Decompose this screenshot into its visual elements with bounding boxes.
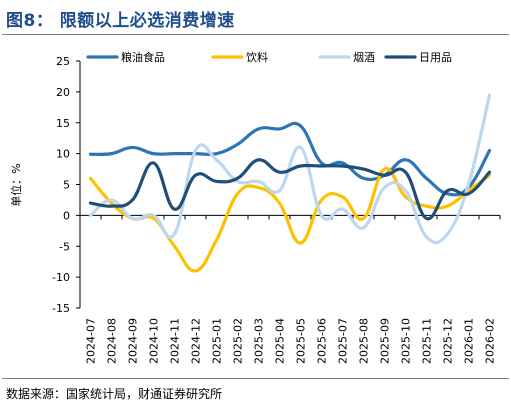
y-tick-label: 15: [56, 117, 70, 130]
x-tick-label: 2025-03: [253, 318, 266, 364]
x-tick-label: 2025-04: [274, 318, 287, 364]
y-tick-label: 5: [63, 179, 70, 192]
x-axis: 2024-07 2024-08 2024-09 2024-10 2024-11 2024-…: [79, 214, 501, 364]
x-tick-label: 2026-01: [463, 318, 476, 364]
y-axis-label: 单位：%: [9, 163, 23, 206]
x-tick-label: 2025-12: [442, 318, 455, 364]
line-chart: -15 -10 -5 0 5 10 15 20 25 2024-07 2024-08 2024-09…: [9, 50, 501, 364]
y-axis: -15 -10 -5 0 5 10 15 20 25: [52, 55, 81, 315]
x-tick-label: 2024-08: [106, 318, 119, 364]
legend-label: 饮料: [246, 50, 268, 64]
figure-title: 图8： 限额以上必选消费增速: [6, 11, 235, 31]
x-tick-label: 2025-09: [379, 318, 392, 364]
y-tick-label: -5: [59, 240, 70, 253]
x-tick-label: 2025-08: [358, 318, 371, 364]
series-line-2: [88, 167, 492, 273]
legend-label: 日用品: [419, 51, 452, 64]
x-tick-label: 2026-02: [484, 318, 497, 364]
x-tick-label: 2025-01: [211, 318, 224, 364]
y-tick-label: 25: [56, 55, 70, 68]
series-lines: [88, 93, 492, 273]
x-tick-label: 2024-12: [190, 318, 203, 364]
x-tick-label: 2025-02: [232, 318, 245, 364]
x-tick-label: 2025-10: [400, 318, 413, 364]
legend-label: 烟酒: [353, 50, 375, 64]
x-tick-label: 2024-11: [169, 318, 182, 364]
y-tick-label: 0: [63, 209, 70, 222]
legend: 粮油食品 饮料 烟酒 日用品: [86, 50, 452, 64]
series-line-4: [88, 158, 492, 221]
x-tick-label: 2025-07: [337, 318, 350, 364]
y-tick-label: 10: [56, 148, 70, 161]
series-line-1: [88, 121, 492, 197]
footer-divider: [2, 378, 509, 379]
title-divider: [2, 34, 509, 35]
x-tick-label: 2025-06: [316, 318, 329, 364]
y-tick-label: 20: [56, 86, 70, 99]
y-tick-label: -10: [52, 271, 70, 284]
series-line-3: [88, 93, 492, 245]
legend-label: 粮油食品: [121, 50, 165, 64]
x-tick-label: 2024-10: [148, 318, 161, 364]
y-tick-label: -15: [52, 302, 70, 315]
x-tick-label: 2025-11: [421, 318, 434, 364]
x-tick-label: 2024-07: [85, 318, 98, 364]
x-tick-label: 2024-09: [127, 318, 140, 364]
x-tick-label: 2025-05: [295, 318, 308, 364]
source-note: 数据来源：国家统计局，财通证券研究所: [6, 387, 223, 401]
